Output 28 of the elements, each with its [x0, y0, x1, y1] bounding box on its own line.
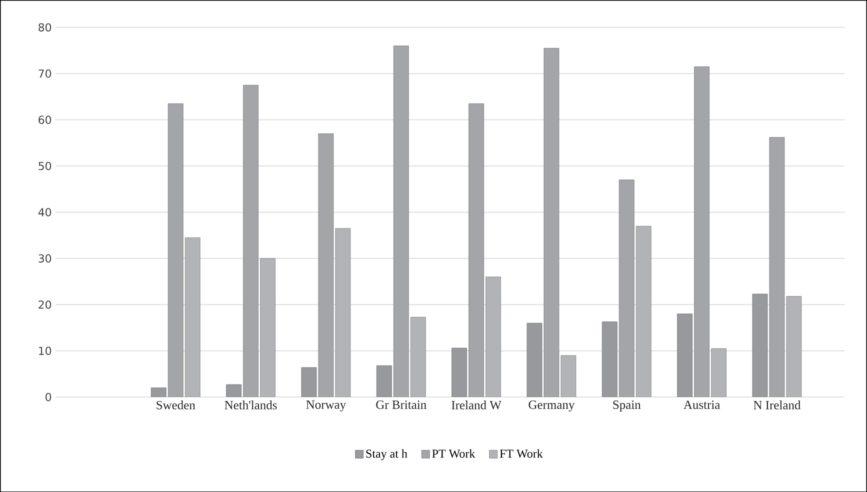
x-tick-label: N Ireland	[754, 400, 801, 410]
y-tick-label: 50	[38, 162, 52, 170]
y-tick-label: 30	[38, 254, 52, 262]
y-tick-label: 70	[38, 69, 52, 78]
bar	[452, 348, 468, 397]
y-tick-label: 0	[46, 392, 52, 402]
y-tick-label: 80	[38, 23, 52, 32]
bar	[526, 322, 542, 397]
bar	[752, 294, 768, 397]
x-tick-label: Austria	[684, 400, 720, 409]
x-tick-label: Germany	[528, 400, 575, 412]
x-tick-label: Sweden	[156, 400, 196, 410]
x-tick-label: Neth'lands	[224, 400, 277, 410]
bar	[602, 321, 618, 397]
y-tick-label: 10	[39, 346, 52, 355]
x-tick-label: Spain	[613, 400, 641, 412]
legend-label: FT Work	[500, 449, 543, 458]
x-tick-label: Norway	[306, 400, 346, 412]
bar	[301, 367, 317, 397]
x-tick-label: Ireland W	[452, 400, 502, 410]
bar	[677, 313, 693, 397]
legend-label: PT Work	[432, 449, 476, 458]
x-tick-label: Gr Britain	[376, 400, 426, 409]
y-tick-label: 40	[38, 208, 52, 216]
y-tick-label: 20	[38, 300, 52, 309]
bar	[376, 365, 392, 397]
y-tick-label: 60	[38, 115, 52, 124]
legend-label: Stay at h	[366, 449, 408, 460]
